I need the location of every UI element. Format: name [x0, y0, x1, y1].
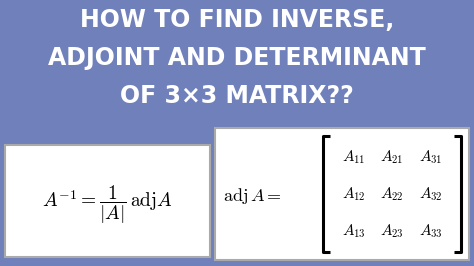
- Text: OF 3×3 MATRIX??: OF 3×3 MATRIX??: [120, 84, 354, 108]
- Text: $A_{31}$: $A_{31}$: [419, 148, 442, 166]
- Text: $A_{33}$: $A_{33}$: [419, 222, 443, 240]
- FancyBboxPatch shape: [5, 145, 210, 257]
- Text: HOW TO FIND INVERSE,: HOW TO FIND INVERSE,: [80, 8, 394, 32]
- Text: $A_{11}$: $A_{11}$: [342, 148, 365, 166]
- Text: $A_{12}$: $A_{12}$: [342, 185, 365, 203]
- Text: $A_{21}$: $A_{21}$: [380, 148, 404, 166]
- Text: $A_{23}$: $A_{23}$: [380, 222, 404, 240]
- Text: $A_{13}$: $A_{13}$: [342, 222, 365, 240]
- Text: $\mathrm{adj}\,A =$: $\mathrm{adj}\,A =$: [223, 186, 282, 206]
- Text: $A_{22}$: $A_{22}$: [380, 185, 404, 203]
- FancyBboxPatch shape: [215, 128, 469, 260]
- Text: ADJOINT AND DETERMINANT: ADJOINT AND DETERMINANT: [48, 46, 426, 70]
- Text: $A^{-1} = \dfrac{1}{|A|}\,\mathrm{adj}A$: $A^{-1} = \dfrac{1}{|A|}\,\mathrm{adj}A$: [42, 184, 173, 226]
- Text: $A_{32}$: $A_{32}$: [419, 185, 442, 203]
